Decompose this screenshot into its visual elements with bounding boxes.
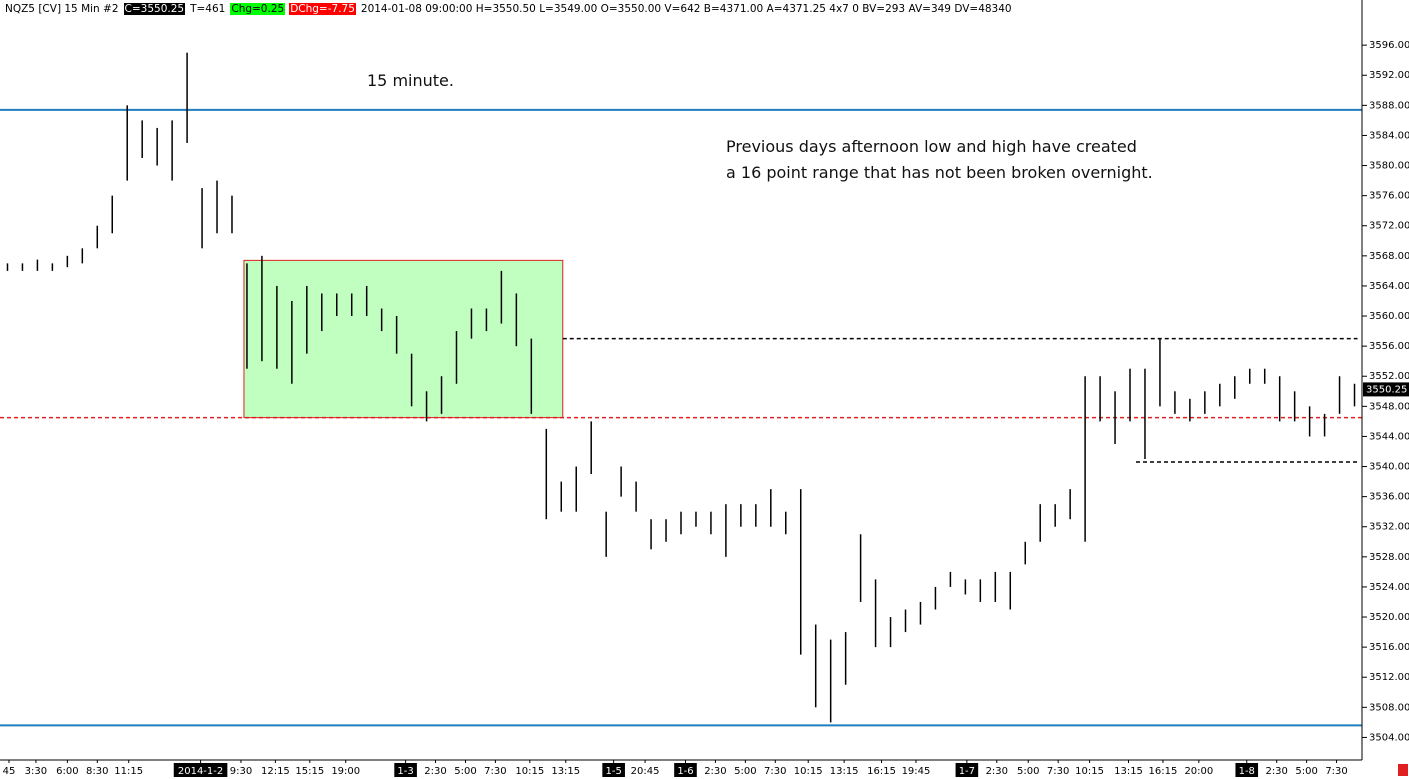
x-tick-label: 2:30 [704, 766, 726, 777]
x-tick-label: 3:30 [25, 766, 47, 777]
x-tick-label: 7:30 [1325, 766, 1347, 777]
last-price-label: 3550.25 [1366, 384, 1407, 395]
x-tick-label: 20:45 [631, 766, 660, 777]
x-tick-label: 2:30 [986, 766, 1008, 777]
x-tick-label: 15:15 [295, 766, 324, 777]
y-tick-label: 3592.00 [1369, 70, 1409, 81]
y-tick-label: 3520.00 [1369, 612, 1409, 623]
date-box [602, 763, 625, 777]
header: NQZ5 [CV] 15 Min #2 C=3550.25 T=461 Chg=… [4, 3, 1013, 15]
y-tick-label: 3536.00 [1369, 492, 1409, 503]
y-tick-label: 3524.00 [1369, 582, 1409, 593]
x-tick-label: 8:30 [86, 766, 108, 777]
x-tick-label: 1-8 [1239, 766, 1255, 777]
x-tick-label: 10:15 [515, 766, 544, 777]
x-tick-label: 13:15 [830, 766, 859, 777]
x-tick-label: 5:00 [454, 766, 476, 777]
close: C=3550.25 [123, 3, 186, 15]
ticks: T=461 [190, 3, 226, 15]
change: Chg=0.25 [230, 3, 286, 15]
day-change: DChg=-7.75 [289, 3, 356, 15]
date-box [674, 763, 697, 777]
x-tick-label: 19:00 [331, 766, 360, 777]
range-zone [243, 259, 564, 419]
symbol: NQZ5 [CV] 15 Min #2 [5, 3, 119, 15]
y-tick-label: 3532.00 [1369, 522, 1409, 533]
x-tick-label: 1-3 [397, 766, 413, 777]
x-tick-label: 45 [3, 766, 16, 777]
x-tick-label: 9:30 [230, 766, 252, 777]
x-tick-label: 13:15 [551, 766, 580, 777]
y-tick-label: 3596.00 [1369, 40, 1409, 51]
y-tick-label: 3540.00 [1369, 462, 1409, 473]
x-tick-label: 2014-1-2 [178, 766, 223, 777]
annotation: Previous days afternoon low and high hav… [726, 137, 1137, 156]
x-tick-label: 20:00 [1184, 766, 1213, 777]
y-tick-label: 3564.00 [1369, 281, 1409, 292]
x-tick-label: 12:15 [261, 766, 290, 777]
y-tick-label: 3512.00 [1369, 672, 1409, 683]
corner-icon [1398, 764, 1408, 776]
x-tick-label: 13:15 [1114, 766, 1143, 777]
x-tick-label: 19:45 [902, 766, 931, 777]
y-tick-label: 3556.00 [1369, 341, 1409, 352]
x-tick-label: 10:15 [1075, 766, 1104, 777]
annotation: 15 minute. [367, 71, 454, 90]
date-box [955, 763, 979, 777]
y-tick-label: 3576.00 [1369, 191, 1409, 202]
y-tick-label: 3528.00 [1369, 552, 1409, 563]
x-tick-label: 6:00 [56, 766, 78, 777]
date-box [173, 763, 228, 777]
y-tick-label: 3580.00 [1369, 161, 1409, 172]
x-tick-label: 1-6 [677, 766, 693, 777]
annotation: a 16 point range that has not been broke… [726, 163, 1153, 182]
y-tick-label: 3560.00 [1369, 311, 1409, 322]
y-tick-label: 3552.00 [1369, 371, 1409, 382]
y-tick-label: 3504.00 [1369, 732, 1409, 743]
x-tick-label: 16:15 [1149, 766, 1178, 777]
date-box [394, 763, 417, 777]
date-box [1235, 763, 1259, 777]
y-tick-label: 3508.00 [1369, 702, 1409, 713]
x-tick-label: 7:30 [484, 766, 506, 777]
x-tick-label: 7:30 [764, 766, 786, 777]
x-tick-label: 11:15 [114, 766, 143, 777]
x-tick-label: 7:30 [1047, 766, 1069, 777]
y-tick-label: 3572.00 [1369, 221, 1409, 232]
x-tick-label: 1-5 [605, 766, 621, 777]
x-tick-label: 5:00 [1017, 766, 1039, 777]
x-tick-label: 1-7 [959, 766, 975, 777]
y-tick-label: 3516.00 [1369, 642, 1409, 653]
y-tick-label: 3568.00 [1369, 251, 1409, 262]
y-tick-label: 3584.00 [1369, 130, 1409, 141]
y-tick-label: 3544.00 [1369, 431, 1409, 442]
x-tick-label: 5:00 [1295, 766, 1317, 777]
x-tick-label: 10:15 [794, 766, 823, 777]
x-tick-label: 2:30 [1265, 766, 1287, 777]
details: 2014-01-08 09:00:00 H=3550.50 L=3549.00 … [360, 3, 1012, 15]
y-tick-label: 3548.00 [1369, 401, 1409, 412]
x-tick-label: 2:30 [424, 766, 446, 777]
last-price-box [1363, 382, 1409, 397]
x-tick-label: 5:00 [734, 766, 756, 777]
x-tick-label: 16:15 [867, 766, 896, 777]
y-tick-label: 3588.00 [1369, 100, 1409, 111]
